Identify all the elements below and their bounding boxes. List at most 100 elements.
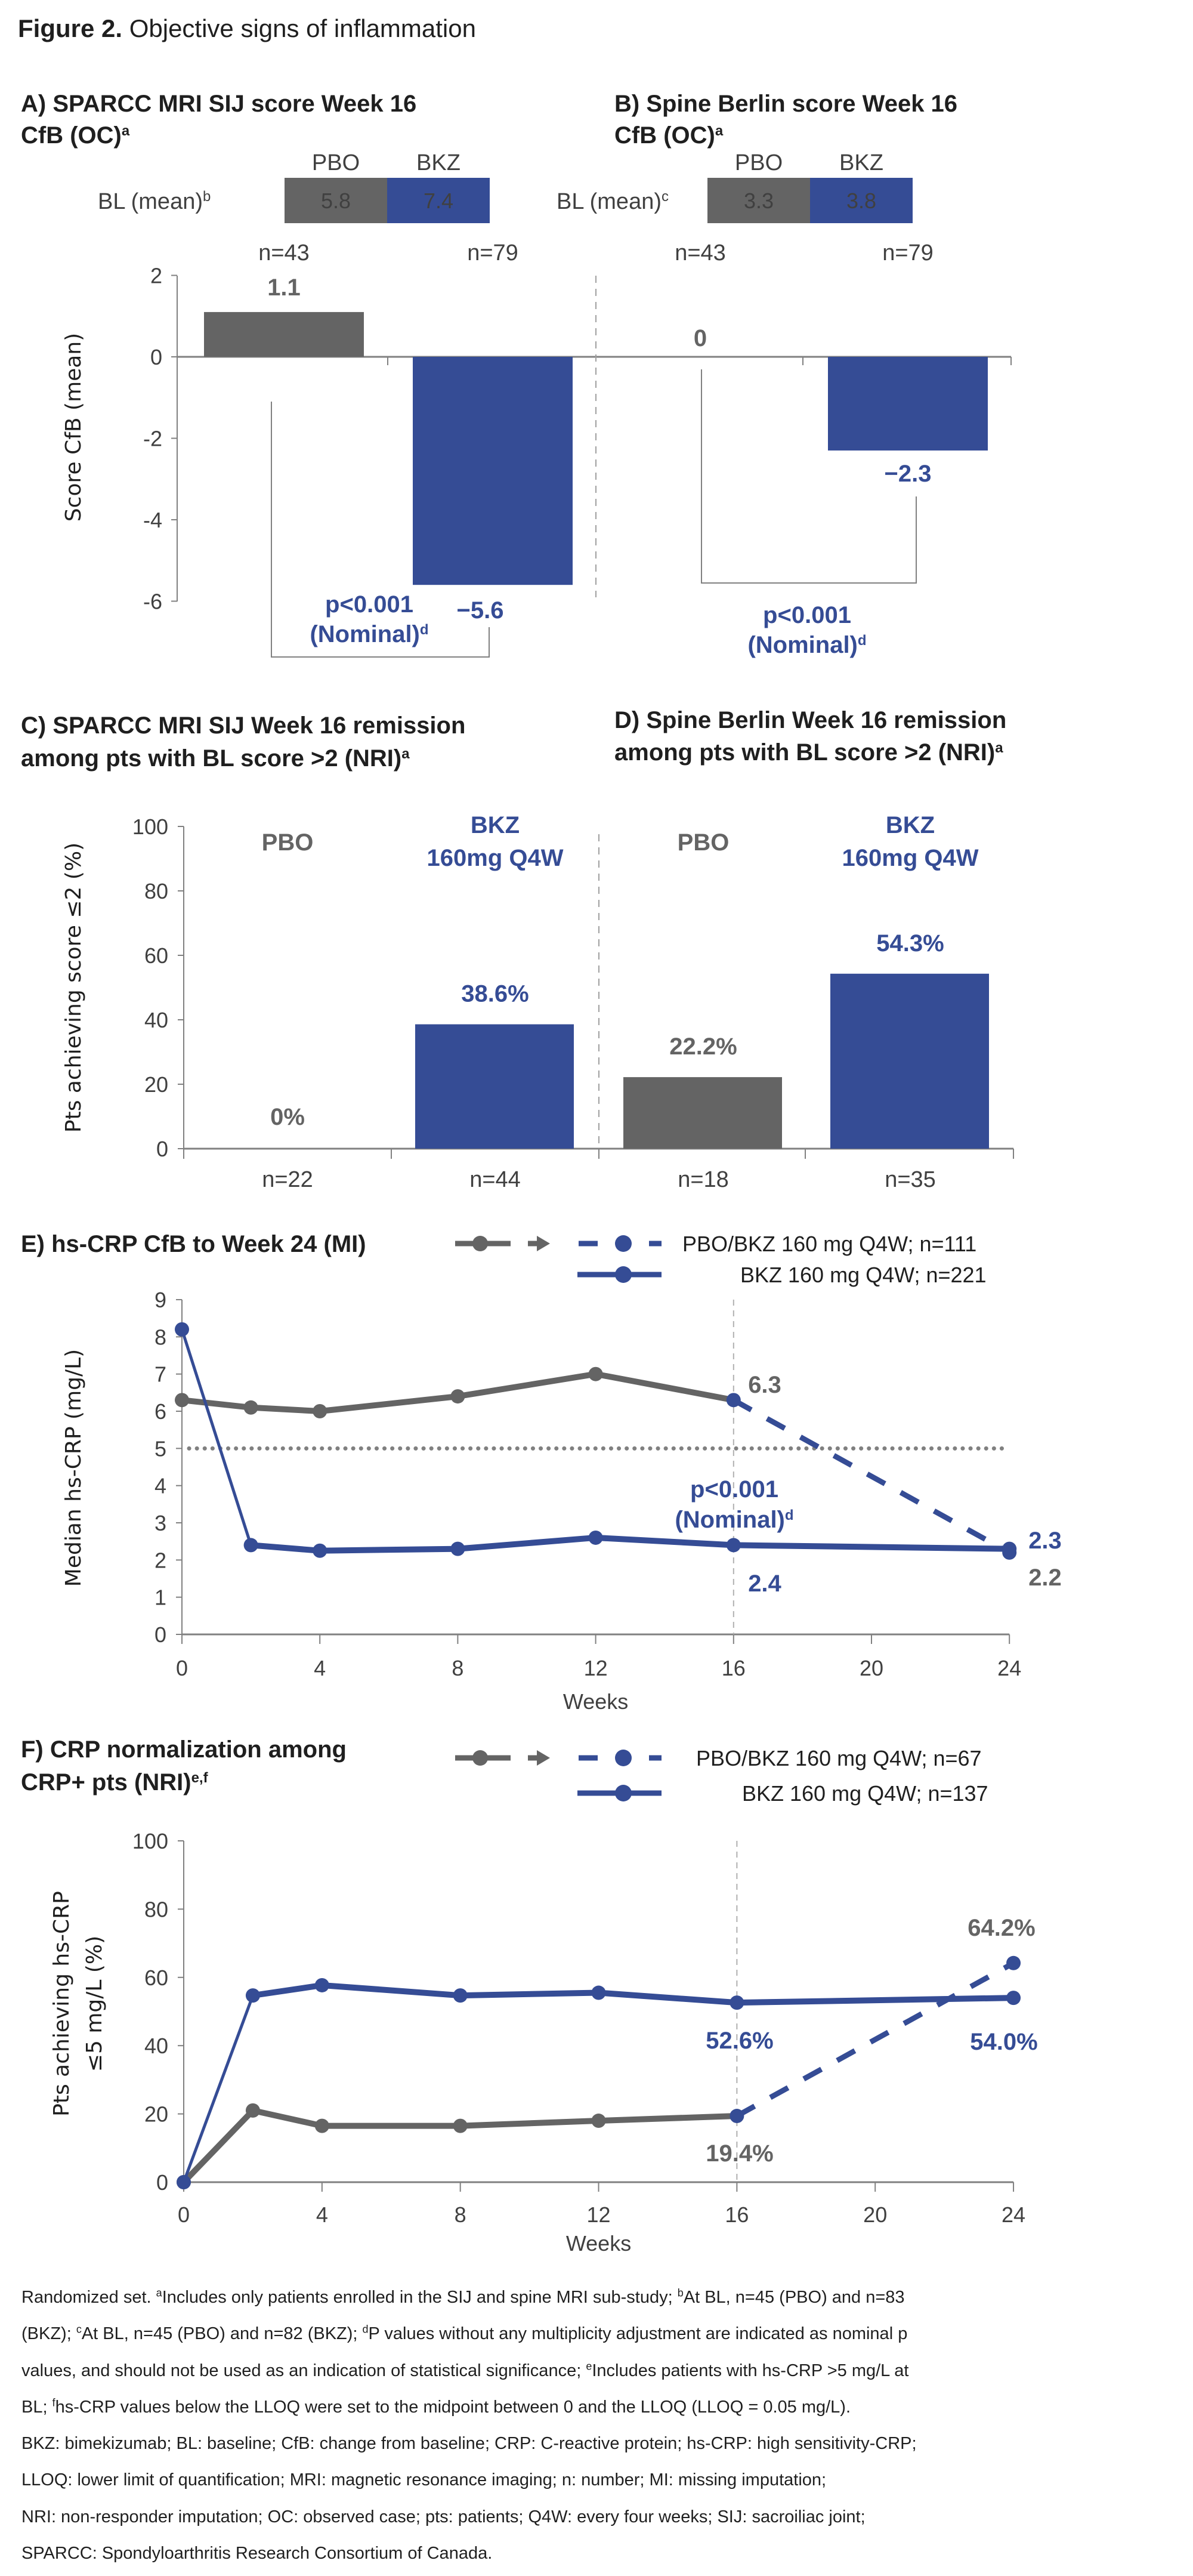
series-bkz-line xyxy=(252,1982,1014,2006)
data-point-pbo xyxy=(453,2118,468,2133)
superscript: d xyxy=(420,622,429,638)
value-label: 0% xyxy=(270,1104,305,1130)
y-tick-label: 0 xyxy=(156,2170,168,2195)
y-tick-label: 40 xyxy=(144,2034,168,2058)
superscript: b xyxy=(203,189,211,205)
p-value: p<0.001 xyxy=(690,1476,778,1503)
data-point-pbo xyxy=(1006,1955,1021,1970)
p-value: p<0.001 xyxy=(763,602,851,628)
data-point-bkz xyxy=(1006,1991,1021,2006)
baseline-label: BL (mean)c xyxy=(557,189,669,215)
x-axis-label: Weeks xyxy=(566,2231,631,2256)
footnote-text: SPARCC: Spondyloarthritis Research Conso… xyxy=(21,2544,493,2563)
legend-switch-marker xyxy=(615,1750,632,1766)
superscript: e,f xyxy=(191,1770,209,1786)
footnote-text: Includes only patients enrolled in the S… xyxy=(162,2288,678,2307)
bar-B-bkz xyxy=(828,357,988,451)
baseline-group-label: BKZ xyxy=(839,150,883,175)
x-tick-label: 24 xyxy=(1002,2202,1025,2227)
data-point-bkz xyxy=(588,1530,603,1545)
panel-D-title-line: among pts with BL score >2 (NRI)a xyxy=(614,739,1003,766)
data-point-pbo xyxy=(175,1393,189,1408)
data-point-pbo xyxy=(726,1393,741,1408)
data-point-pbo xyxy=(730,2109,744,2124)
footnote-text: Randomized set. xyxy=(21,2288,156,2307)
series-pbo-line xyxy=(181,2107,737,2185)
x-axis-label: Weeks xyxy=(563,1689,628,1714)
panel-A-title-line: A) SPARCC MRI SIJ score Week 16 xyxy=(21,91,416,117)
y-tick-label: 20 xyxy=(144,2102,168,2127)
y-tick-label: 40 xyxy=(144,1008,168,1032)
data-label: 6.3 xyxy=(748,1372,781,1398)
series-bkz-initial xyxy=(182,1995,255,2183)
p-value: p<0.001 xyxy=(325,591,413,618)
x-tick-label: 12 xyxy=(584,1656,608,1680)
group-sublabel: 160mg Q4W xyxy=(427,845,564,871)
footnote-text: P values without any multiplicity adjust… xyxy=(368,2324,908,2344)
y-tick-label: 4 xyxy=(154,1474,166,1498)
data-point-bkz xyxy=(1002,1541,1017,1556)
footnote-line: Randomized set. aIncludes only patients … xyxy=(21,2283,1179,2319)
x-tick-label: 4 xyxy=(314,1656,326,1680)
data-point-pbo xyxy=(591,2114,606,2128)
data-point-pbo xyxy=(313,1404,327,1419)
panel-F-title-line: CRP+ pts (NRI)e,f xyxy=(21,1769,209,1796)
y-tick-label: 3 xyxy=(154,1511,166,1535)
footnote-line: BL; fhs-CRP values below the LLOQ were s… xyxy=(21,2393,1179,2429)
data-point-bkz xyxy=(591,1985,606,2000)
n-label: n=18 xyxy=(678,1167,729,1192)
value-label: 1.1 xyxy=(267,274,301,301)
group-label: BKZ xyxy=(471,812,520,838)
n-label: n=79 xyxy=(882,240,934,266)
y-tick-label: 0 xyxy=(150,345,162,369)
footnote-line: SPARCC: Spondyloarthritis Research Conso… xyxy=(21,2539,1179,2575)
legend-arrow-icon xyxy=(537,1236,550,1251)
data-point-bkz xyxy=(177,2175,191,2189)
footnote-line: LLOQ: lower limit of quantification; MRI… xyxy=(21,2466,1179,2502)
y-axis-label: Pts achieving score ≤2 (%) xyxy=(61,843,86,1133)
footnote-line: values, and should not be used as an ind… xyxy=(21,2356,1179,2393)
x-tick-label: 4 xyxy=(316,2202,328,2227)
data-label: 2.3 xyxy=(1028,1528,1062,1554)
baseline-group-label: PBO xyxy=(312,150,360,175)
y-tick-label: 1 xyxy=(154,1585,166,1610)
value-label: 0 xyxy=(694,325,707,351)
panel-C-title-line: C) SPARCC MRI SIJ Week 16 remission xyxy=(21,712,465,739)
series-pbo-switch-dashed xyxy=(732,1397,1011,1555)
y-tick-label: 9 xyxy=(154,1288,166,1312)
baseline-value: 3.8 xyxy=(846,189,876,213)
legend-bkz-marker xyxy=(615,1266,632,1283)
footnote-marker: b xyxy=(677,2287,684,2299)
data-point-bkz xyxy=(726,1538,741,1553)
x-tick-label: 8 xyxy=(455,2202,466,2227)
footnote-text: hs-CRP values below the LLOQ were set to… xyxy=(55,2397,851,2417)
footnote-text: At BL, n=45 (PBO) and n=83 xyxy=(683,2288,905,2307)
y-tick-label: 100 xyxy=(132,1829,168,1853)
footnote-marker: c xyxy=(76,2323,82,2336)
panel-F-title-line: F) CRP normalization among xyxy=(21,1736,347,1763)
data-point-pbo xyxy=(245,2103,260,2118)
figure-canvas: Figure 2. Objective signs of inflammatio… xyxy=(18,14,1062,2256)
group-label: PBO xyxy=(678,829,730,856)
baseline-label: BL (mean)b xyxy=(98,189,211,215)
superscript: a xyxy=(715,123,724,139)
footnote-text: (BKZ); xyxy=(21,2324,76,2344)
superscript: d xyxy=(785,1507,794,1523)
y-axis-label: Score CfB (mean) xyxy=(61,333,86,522)
series-pbo-line xyxy=(181,1371,734,1415)
superscript: a xyxy=(995,740,1003,756)
x-tick-label: 24 xyxy=(997,1656,1021,1680)
y-tick-label: 2 xyxy=(150,264,162,288)
data-label: 2.4 xyxy=(748,1571,781,1597)
x-tick-label: 16 xyxy=(725,2202,749,2227)
footnote-text: LLOQ: lower limit of quantification; MRI… xyxy=(21,2470,827,2490)
y-tick-label: -6 xyxy=(143,590,162,614)
x-tick-label: 0 xyxy=(176,1656,188,1680)
data-point-bkz xyxy=(453,1988,468,2003)
panel-A-title-line: CfB (OC)a xyxy=(21,122,130,149)
data-label: 64.2% xyxy=(968,1915,1035,1941)
series-pbo-switch-dashed xyxy=(735,1960,1015,2118)
y-tick-label: 6 xyxy=(154,1399,166,1424)
bar-A-bkz xyxy=(413,357,573,585)
y-axis-label-line2: ≤5 mg/L (%) xyxy=(82,1936,107,2072)
